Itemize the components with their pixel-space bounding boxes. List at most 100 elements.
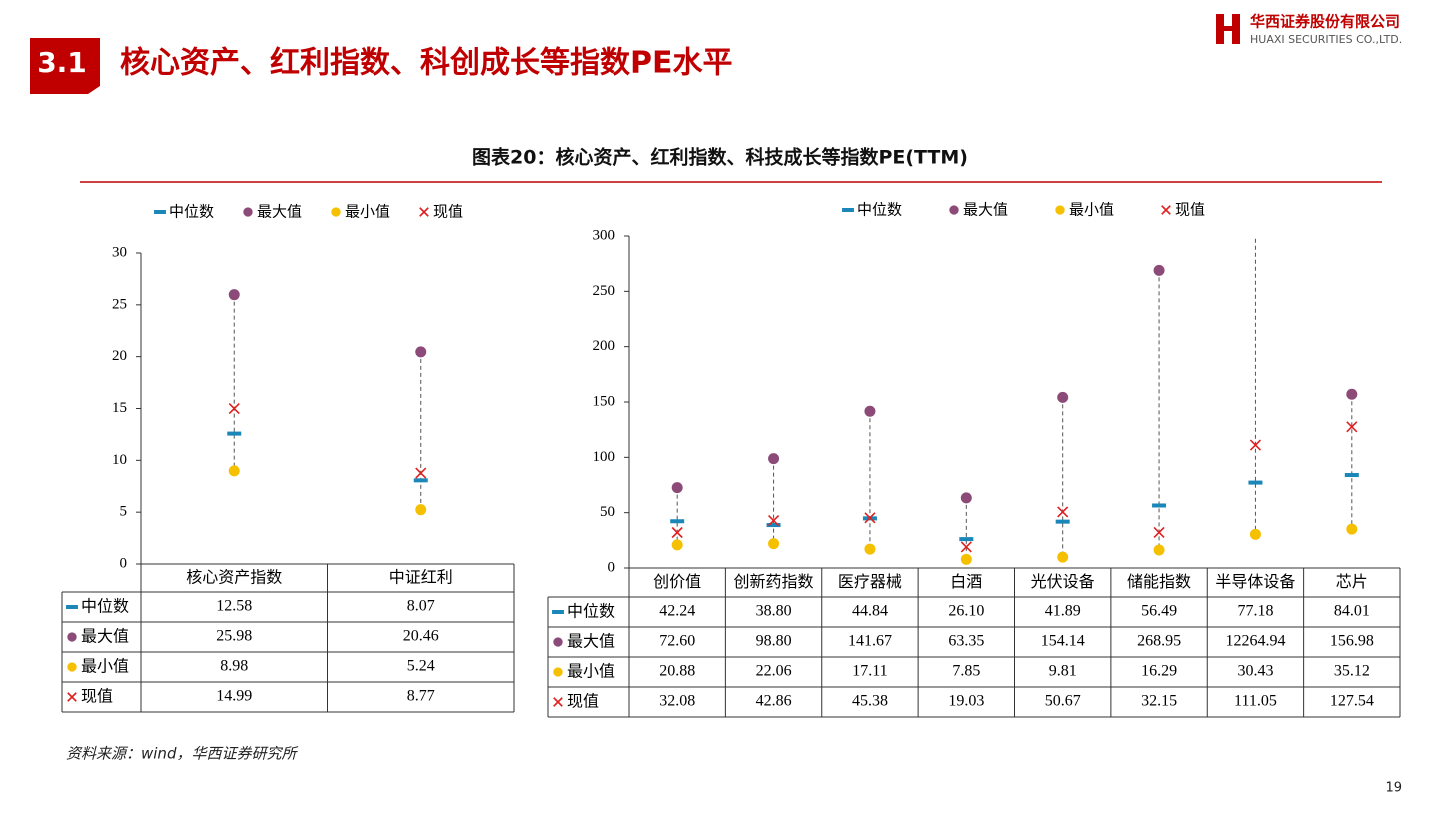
figure-title: 图表20：核心资产、红利指数、科技成长等指数PE(TTM) — [472, 146, 968, 169]
current-mark — [960, 541, 972, 553]
y-tick-label: 5 — [120, 504, 128, 520]
cross-stroke — [67, 692, 77, 702]
point-mark — [1346, 523, 1358, 535]
cross-stroke — [1057, 506, 1069, 518]
table-row-label: 中位数 — [81, 597, 129, 616]
table-row-label: 最大值 — [567, 632, 615, 651]
table-value: 16.29 — [1141, 663, 1177, 680]
current-mark — [1161, 205, 1171, 215]
cross-stroke — [553, 697, 563, 707]
x-category-label: 储能指数 — [1127, 572, 1191, 591]
table-value: 14.99 — [216, 688, 252, 705]
x-category-label: 创价值 — [653, 572, 701, 591]
cross-stroke — [415, 467, 427, 479]
y-tick-label: 200 — [593, 338, 616, 354]
current-mark — [419, 207, 429, 217]
legend-label: 中位数 — [169, 203, 214, 221]
y-tick-label: 30 — [112, 244, 127, 260]
slide-title: 核心资产、红利指数、科创成长等指数PE水平 — [120, 46, 732, 81]
table-value: 141.67 — [848, 633, 892, 650]
table-value: 98.80 — [756, 633, 792, 650]
table-value: 42.24 — [659, 603, 695, 620]
table-value: 44.84 — [852, 603, 888, 620]
median-mark — [959, 537, 974, 542]
y-tick-label: 250 — [593, 283, 616, 299]
section-badge — [30, 38, 100, 94]
table-value: 127.54 — [1330, 693, 1374, 710]
y-tick-label: 20 — [112, 348, 127, 364]
cross-stroke — [419, 207, 429, 217]
current-mark — [864, 512, 876, 524]
current-mark — [1249, 439, 1262, 451]
median-mark — [66, 605, 78, 609]
current-mark — [67, 692, 77, 702]
table-row-label: 现值 — [81, 687, 113, 706]
point-mark — [1055, 205, 1065, 215]
table-row-label: 现值 — [567, 692, 599, 711]
median-mark — [1248, 480, 1263, 485]
x-category-label: 芯片 — [1336, 572, 1368, 591]
x-category-label: 创新药指数 — [734, 572, 814, 591]
legend-label: 最大值 — [257, 203, 302, 221]
point-mark — [553, 637, 563, 647]
current-mark — [553, 697, 563, 707]
table-value: 156.98 — [1330, 633, 1374, 650]
current-mark — [228, 403, 240, 415]
table-value: 45.38 — [852, 693, 888, 710]
page-number: 19 — [1385, 781, 1402, 796]
point-mark — [864, 405, 876, 417]
median-mark — [670, 519, 685, 524]
current-mark — [1057, 506, 1069, 518]
point-mark — [949, 205, 959, 215]
table-value: 56.49 — [1141, 603, 1177, 620]
table-value: 22.06 — [756, 663, 792, 680]
table-row-label: 最小值 — [81, 657, 129, 676]
x-category-label: 中证红利 — [389, 568, 453, 587]
legend-label: 现值 — [433, 203, 463, 221]
table-value: 72.60 — [659, 633, 695, 650]
point-mark — [671, 539, 683, 551]
table-value: 38.80 — [756, 603, 792, 620]
table-value: 26.10 — [948, 603, 984, 620]
legend-label: 中位数 — [857, 201, 902, 219]
median-mark — [1152, 503, 1167, 508]
y-tick-label: 100 — [593, 449, 616, 465]
x-category-label: 核心资产指数 — [186, 568, 282, 587]
y-tick-label: 300 — [593, 227, 616, 243]
table-row-label: 中位数 — [567, 602, 615, 621]
table-row-label: 最小值 — [567, 662, 615, 681]
table-value: 12.58 — [216, 598, 252, 615]
median-mark — [842, 208, 854, 212]
cross-stroke — [671, 526, 683, 539]
current-mark — [671, 526, 683, 539]
plot-area — [227, 289, 428, 516]
logo-mark — [1232, 14, 1240, 44]
point-mark — [415, 346, 427, 358]
point-mark — [1057, 391, 1069, 403]
legend-label: 最小值 — [345, 203, 390, 221]
cross-stroke — [1346, 421, 1358, 433]
table-value: 42.86 — [756, 693, 792, 710]
table-value: 9.81 — [1049, 663, 1077, 680]
table-row-label: 最大值 — [81, 627, 129, 646]
y-tick-label: 10 — [112, 452, 127, 468]
table-value: 111.05 — [1234, 693, 1277, 710]
point-mark — [768, 538, 780, 550]
point-mark — [1153, 264, 1165, 276]
table-value: 32.15 — [1141, 693, 1177, 710]
table-value: 19.03 — [948, 693, 984, 710]
current-mark — [1346, 421, 1358, 433]
median-mark — [227, 431, 242, 436]
table-value: 25.98 — [216, 628, 252, 645]
plot-area — [670, 236, 1359, 565]
point-mark — [1346, 388, 1358, 400]
point-mark — [67, 632, 77, 642]
table-value: 63.35 — [948, 633, 984, 650]
table-value: 41.89 — [1045, 603, 1081, 620]
point-mark — [228, 289, 240, 301]
table-value: 8.77 — [407, 688, 435, 705]
current-mark — [415, 467, 427, 479]
point-mark — [331, 207, 341, 217]
